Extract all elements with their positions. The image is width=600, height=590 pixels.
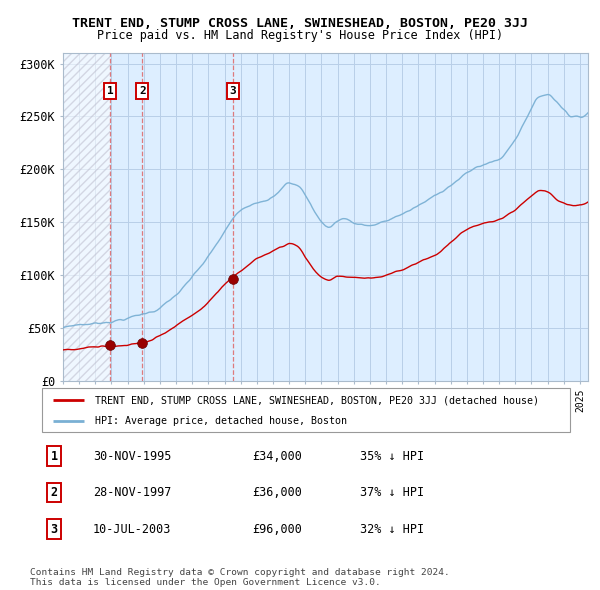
Text: 32% ↓ HPI: 32% ↓ HPI xyxy=(360,523,424,536)
Text: Contains HM Land Registry data © Crown copyright and database right 2024.
This d: Contains HM Land Registry data © Crown c… xyxy=(30,568,450,587)
Text: 1: 1 xyxy=(107,86,113,96)
Text: TRENT END, STUMP CROSS LANE, SWINESHEAD, BOSTON, PE20 3JJ (detached house): TRENT END, STUMP CROSS LANE, SWINESHEAD,… xyxy=(95,395,539,405)
Text: Price paid vs. HM Land Registry's House Price Index (HPI): Price paid vs. HM Land Registry's House … xyxy=(97,30,503,42)
Text: TRENT END, STUMP CROSS LANE, SWINESHEAD, BOSTON, PE20 3JJ: TRENT END, STUMP CROSS LANE, SWINESHEAD,… xyxy=(72,17,528,30)
Text: 37% ↓ HPI: 37% ↓ HPI xyxy=(360,486,424,499)
Text: £34,000: £34,000 xyxy=(252,450,302,463)
Text: HPI: Average price, detached house, Boston: HPI: Average price, detached house, Bost… xyxy=(95,416,347,426)
Bar xyxy=(63,53,110,381)
Text: 28-NOV-1997: 28-NOV-1997 xyxy=(93,486,172,499)
FancyBboxPatch shape xyxy=(42,388,570,432)
Text: 2: 2 xyxy=(50,486,58,499)
Text: £36,000: £36,000 xyxy=(252,486,302,499)
Text: 2: 2 xyxy=(139,86,146,96)
Text: 3: 3 xyxy=(50,523,58,536)
Text: 35% ↓ HPI: 35% ↓ HPI xyxy=(360,450,424,463)
Text: £96,000: £96,000 xyxy=(252,523,302,536)
Text: 3: 3 xyxy=(230,86,236,96)
Text: 30-NOV-1995: 30-NOV-1995 xyxy=(93,450,172,463)
Text: 1: 1 xyxy=(50,450,58,463)
Text: 10-JUL-2003: 10-JUL-2003 xyxy=(93,523,172,536)
